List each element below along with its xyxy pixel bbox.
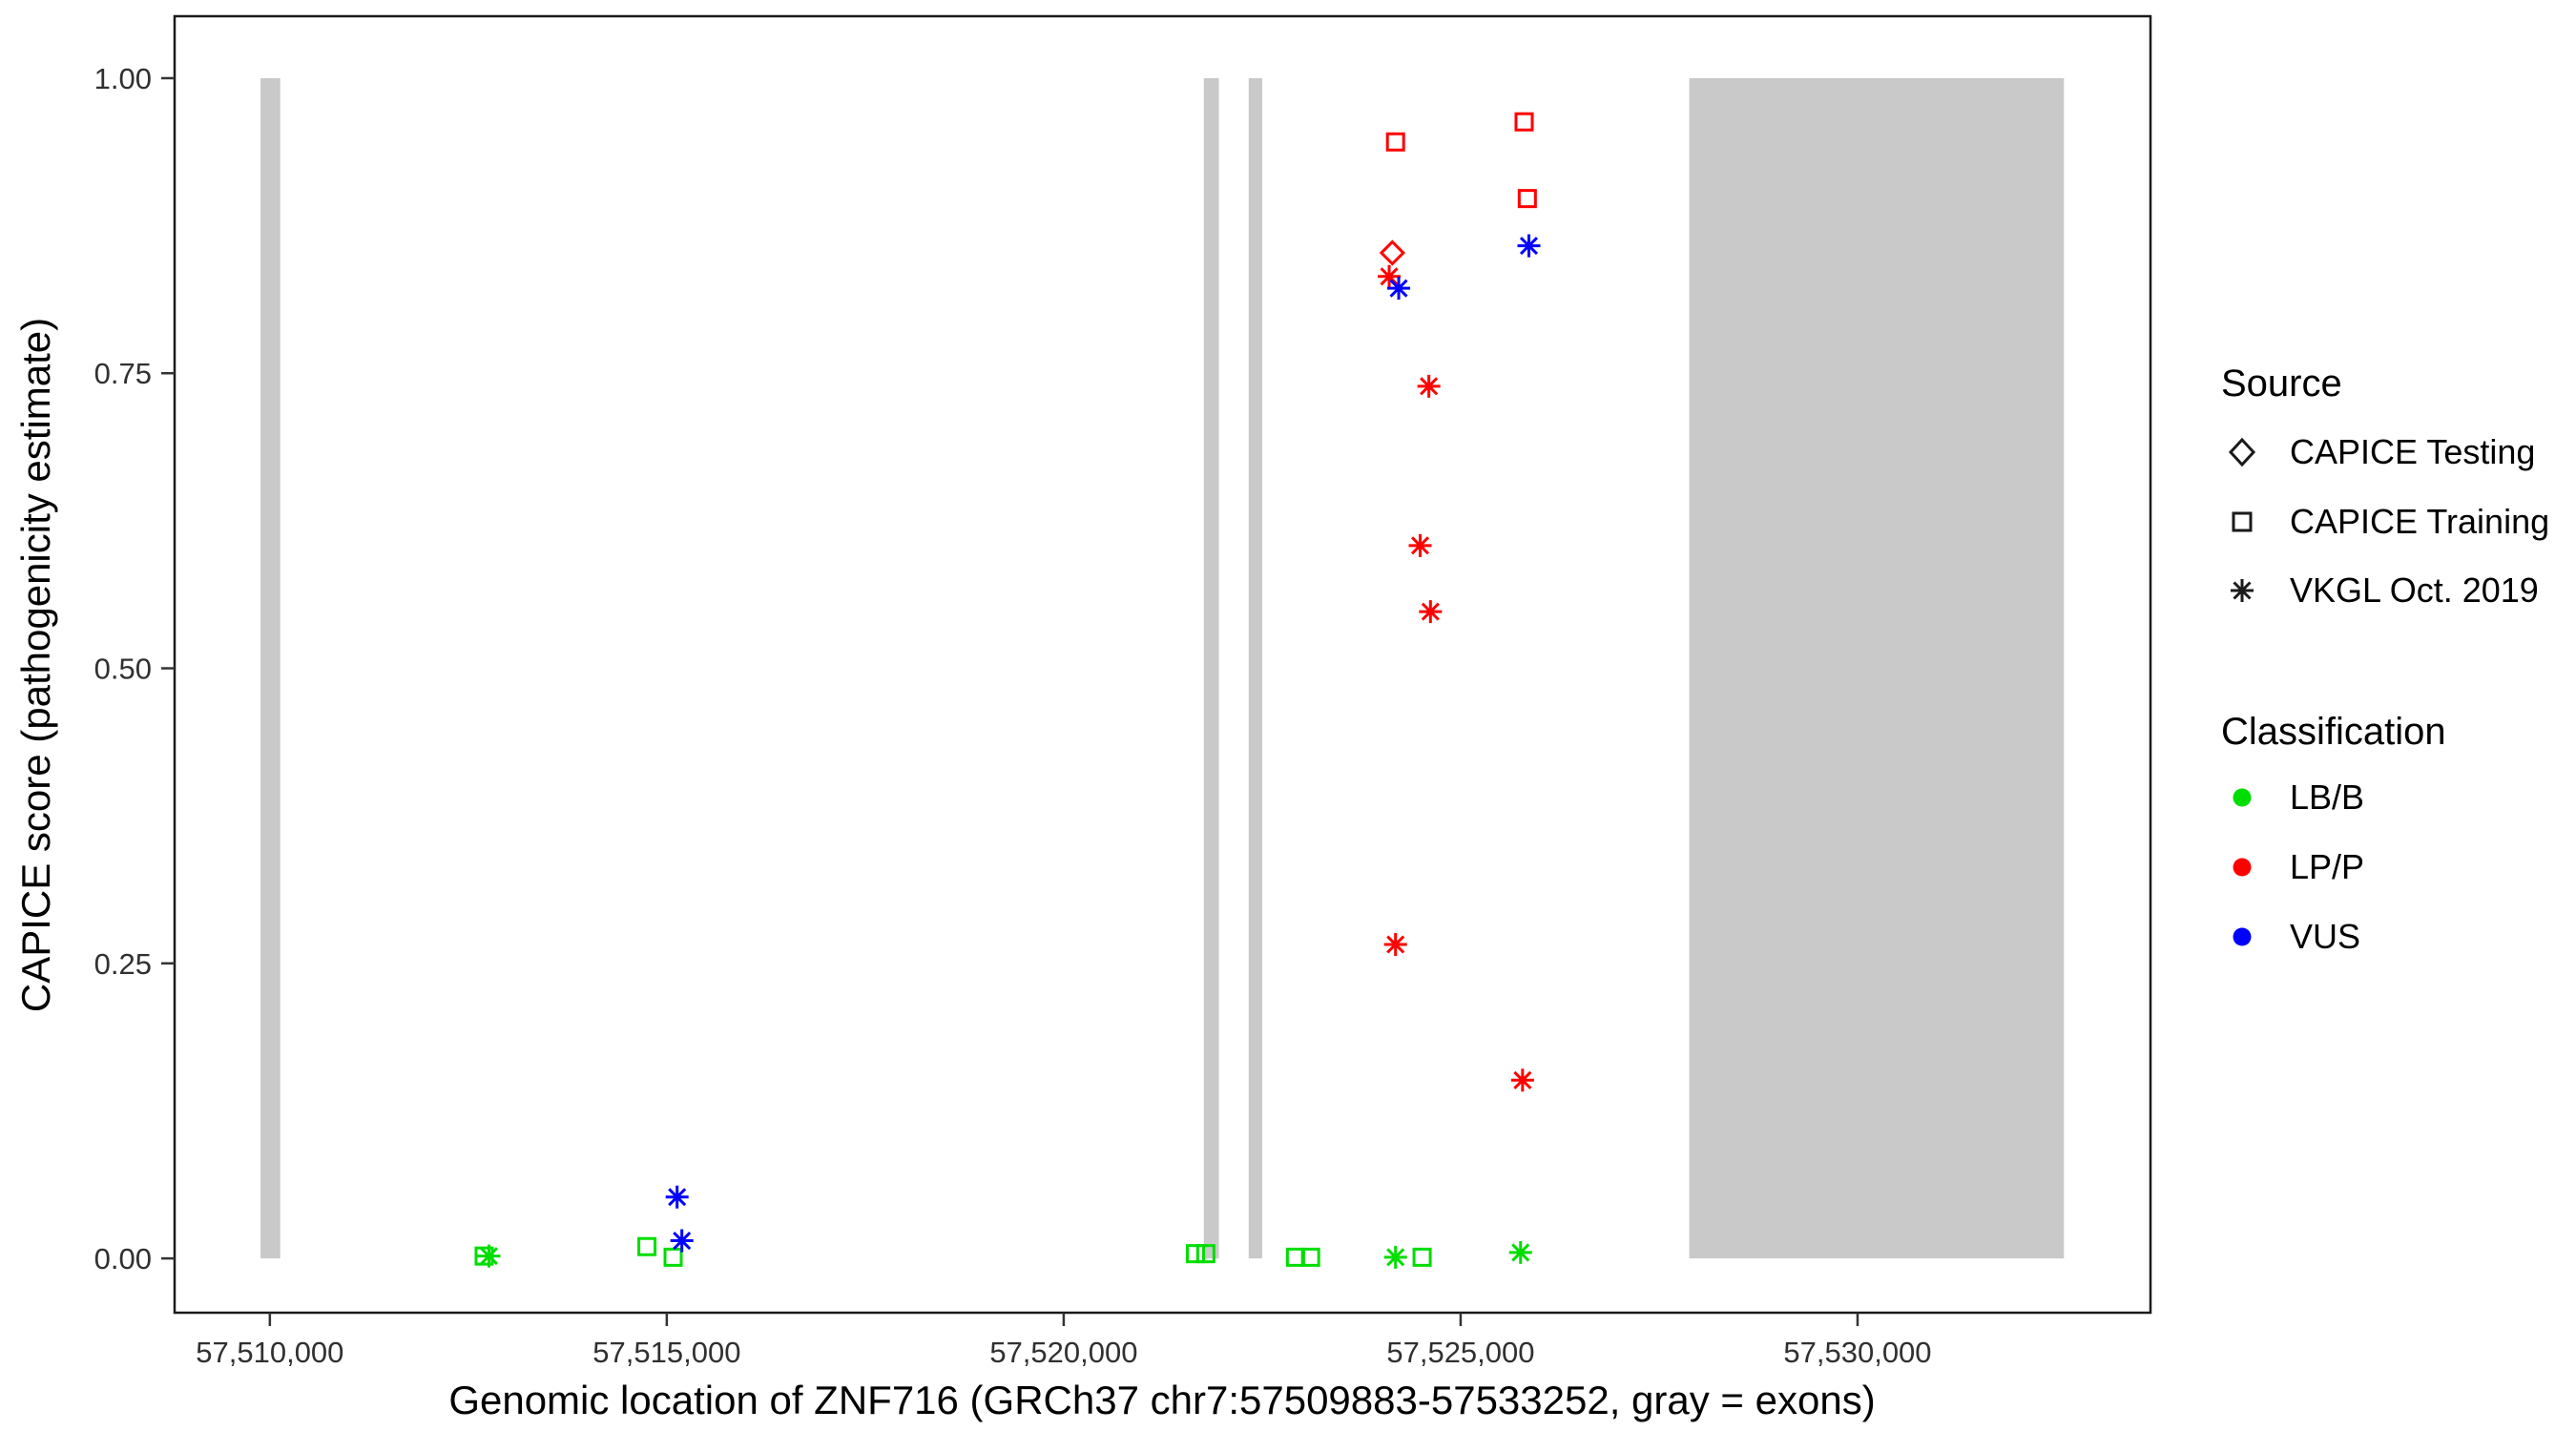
data-points (474, 112, 1541, 1269)
exon-region (1689, 77, 2065, 1259)
legend-item-capice-testing: CAPICE Testing (2290, 432, 2535, 471)
diamond-icon (2228, 437, 2256, 467)
x-tick-label: 57,510,000 (196, 1336, 343, 1369)
data-point-asterisk (477, 1244, 501, 1268)
data-point-diamond (1379, 239, 1406, 266)
data-point-asterisk (1408, 533, 1432, 557)
lbb-dot-icon (2233, 788, 2252, 807)
x-tick-label: 57,525,000 (1386, 1336, 1534, 1369)
x-axis-title: Genomic location of ZNF716 (GRCh37 chr7:… (448, 1378, 1875, 1422)
legend-item-capice-training: CAPICE Training (2290, 502, 2549, 541)
y-tick-label: 0.00 (94, 1242, 152, 1275)
data-point-asterisk (1383, 1245, 1407, 1269)
data-point-asterisk (1417, 374, 1441, 398)
data-point-square (1514, 112, 1534, 132)
exon-region (1248, 77, 1262, 1259)
vus-dot-icon (2233, 927, 2252, 946)
legend-source-title: Source (2221, 363, 2342, 404)
data-point-square (663, 1247, 683, 1267)
data-point-asterisk (1387, 277, 1411, 301)
asterisk-icon (2231, 579, 2254, 602)
data-point-square (1300, 1247, 1320, 1267)
y-tick-label: 1.00 (94, 62, 152, 95)
legend-item-lbb: LB/B (2290, 778, 2364, 817)
x-tick-label: 57,515,000 (592, 1336, 740, 1369)
square-icon (2232, 511, 2253, 532)
data-point-asterisk (1419, 600, 1443, 624)
legend-item-vkgl: VKGL Oct. 2019 (2290, 570, 2539, 610)
data-point-square (1385, 132, 1405, 152)
data-point-asterisk (665, 1185, 689, 1209)
data-point-square (1412, 1247, 1432, 1267)
x-tick-label: 57,520,000 (989, 1336, 1137, 1369)
legend-item-vus: VUS (2290, 917, 2360, 956)
y-axis: 0.00 0.25 0.50 0.75 1.00 (94, 62, 175, 1275)
y-tick-label: 0.50 (94, 653, 152, 686)
data-point-asterisk (1383, 933, 1407, 957)
data-point-asterisk (1508, 1240, 1532, 1264)
data-point-square (1517, 189, 1537, 209)
data-point-asterisk (1510, 1068, 1534, 1092)
x-axis: 57,510,000 57,515,000 57,520,000 57,525,000… (196, 1313, 1932, 1369)
data-point-asterisk (1517, 234, 1541, 258)
legend: Source CAPICE Testing CAPICE Training VK… (2221, 363, 2549, 956)
exon-region (260, 77, 280, 1259)
legend-classification-title: Classification (2221, 711, 2446, 753)
lpp-dot-icon (2233, 858, 2252, 877)
y-tick-label: 0.75 (94, 357, 152, 390)
y-tick-label: 0.25 (94, 947, 152, 981)
legend-item-lpp: LP/P (2290, 847, 2364, 886)
data-point-square (637, 1236, 657, 1256)
data-point-asterisk (1378, 264, 1402, 288)
exon-regions (260, 77, 2065, 1259)
x-tick-label: 57,530,000 (1783, 1336, 1931, 1369)
exon-region (1203, 77, 1219, 1259)
data-point-square (1195, 1244, 1215, 1264)
y-axis-title: CAPICE score (pathogenicity estimate) (13, 318, 58, 1012)
data-point-asterisk (670, 1229, 694, 1253)
data-point-square (1186, 1244, 1206, 1264)
